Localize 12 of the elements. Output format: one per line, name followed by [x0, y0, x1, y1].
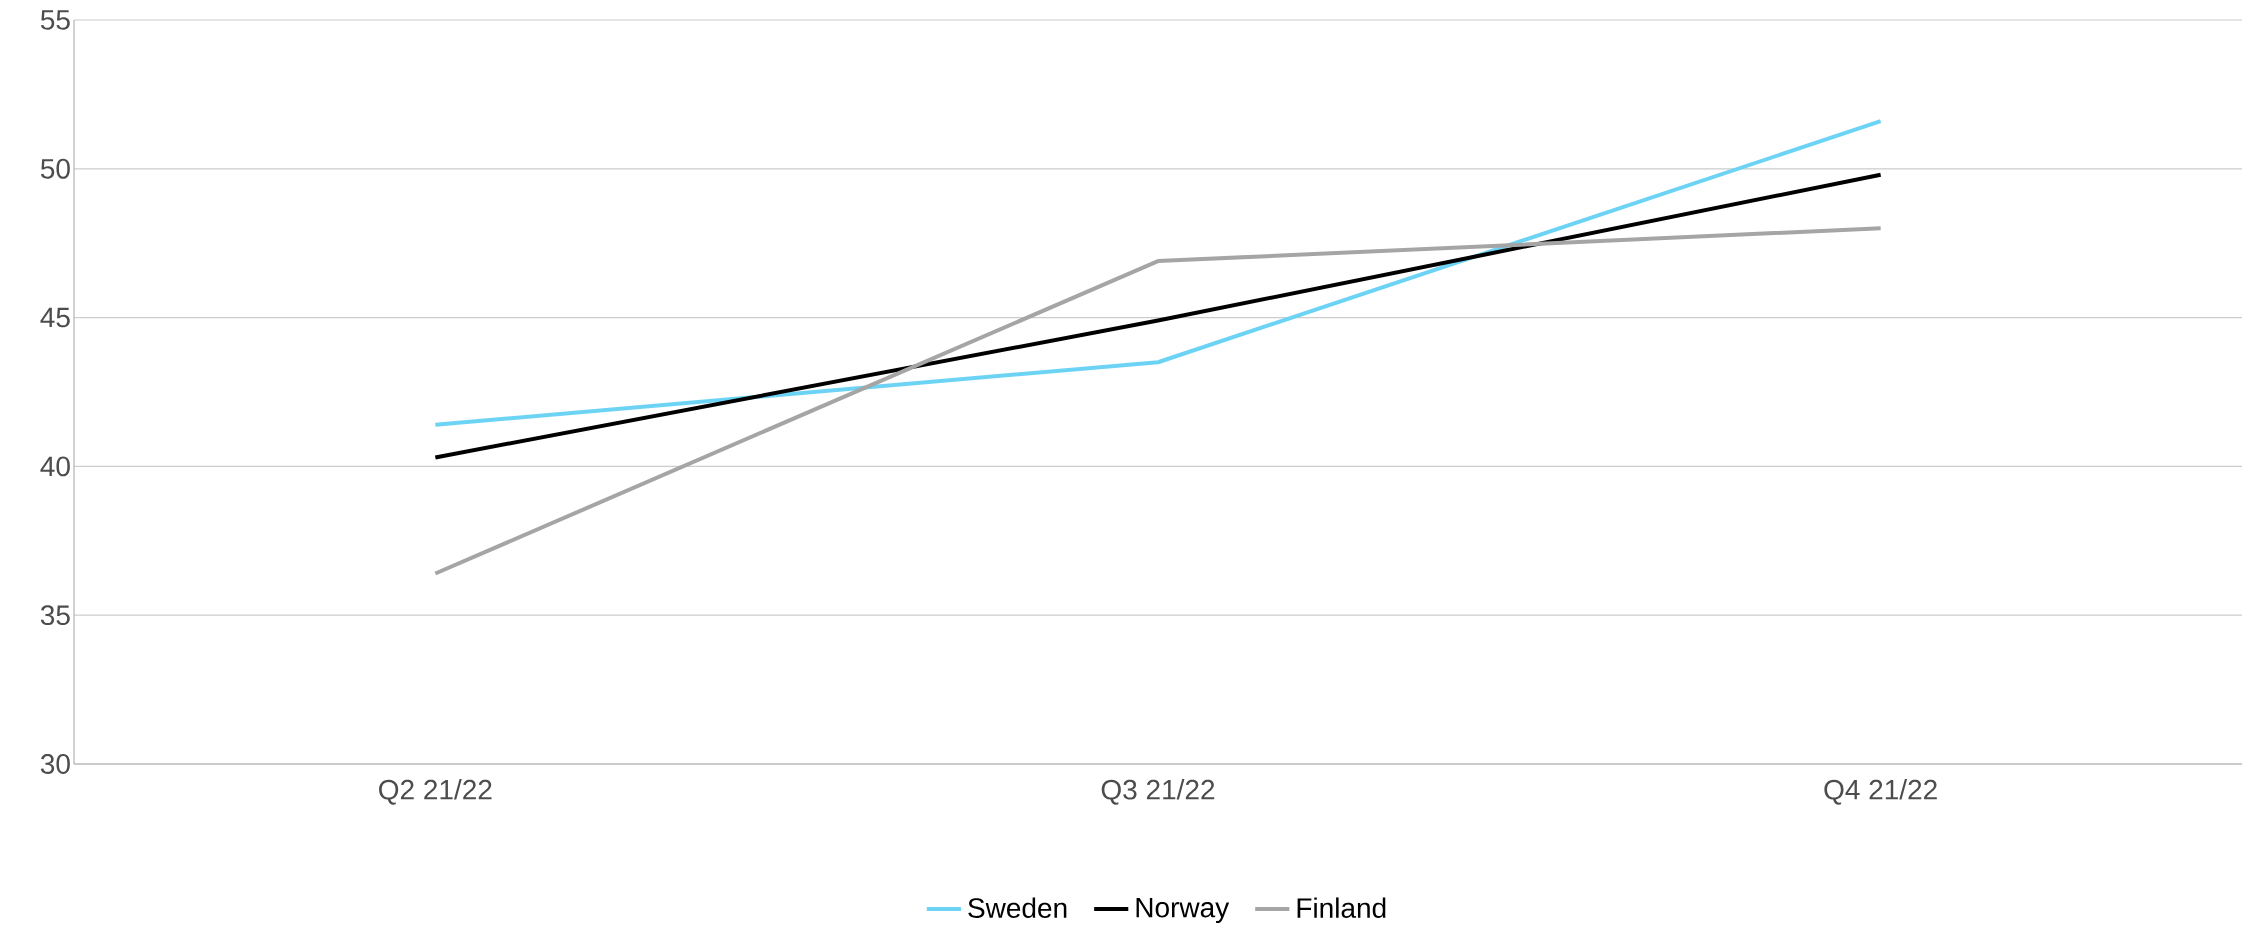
y-tick-label: 40: [40, 456, 70, 477]
x-tick-label: Q2 21/22: [379, 779, 492, 805]
x-tick-label: Q4 21/22: [1824, 779, 1937, 805]
legend-label: Finland: [1297, 897, 1386, 918]
legend-label: Norway: [1136, 897, 1230, 923]
y-tick-label: 45: [40, 307, 70, 328]
y-tick-label: 50: [40, 158, 70, 179]
x-tick-label: Q3 21/22: [1101, 779, 1215, 805]
y-tick-label: 35: [40, 605, 70, 626]
legend-label: Sweden: [968, 897, 1067, 918]
y-tick-label: 55: [40, 10, 70, 30]
y-tick-label: 30: [40, 754, 70, 774]
